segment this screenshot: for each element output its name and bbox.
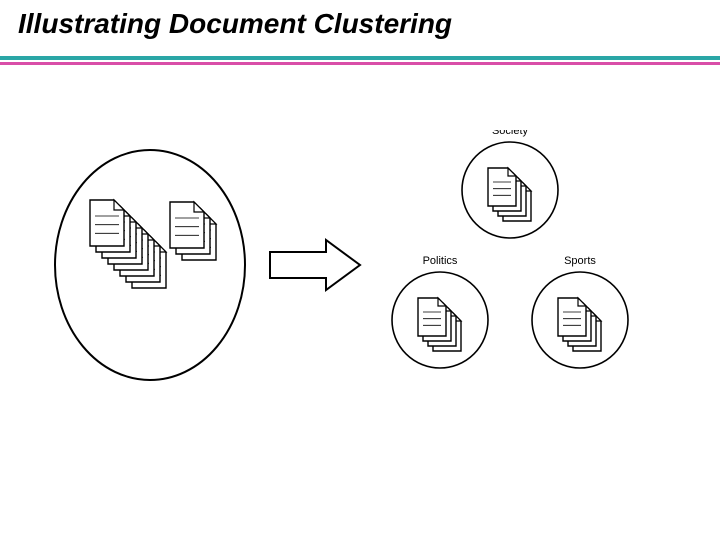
clustering-diagram: Society Politics Sports	[40, 130, 680, 410]
slide: Illustrating Document Clustering Society…	[0, 0, 720, 540]
cluster-politics: Politics	[392, 255, 488, 368]
arrow-icon	[270, 240, 360, 290]
slide-title: Illustrating Document Clustering	[18, 8, 452, 40]
divider-teal	[0, 56, 720, 60]
cluster-label: Politics	[423, 255, 458, 267]
input-pool	[55, 150, 245, 380]
cluster-sports: Sports	[532, 255, 628, 368]
divider-magenta	[0, 62, 720, 65]
cluster-label: Sports	[564, 255, 596, 267]
cluster-society: Society	[462, 130, 558, 238]
cluster-label: Society	[492, 130, 529, 137]
